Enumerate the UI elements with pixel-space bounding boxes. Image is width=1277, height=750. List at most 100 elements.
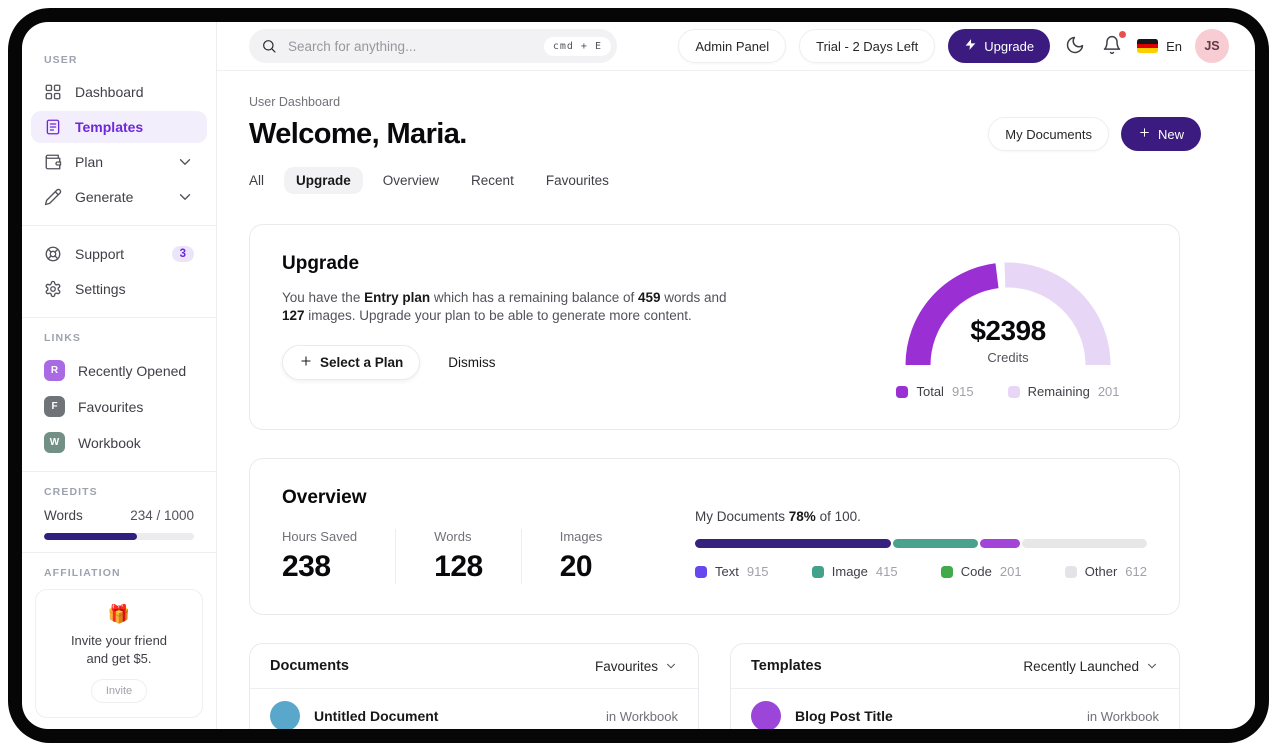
link-letter-badge: F bbox=[44, 396, 65, 417]
affiliation-text: Invite your friend and get $5. bbox=[70, 633, 168, 666]
sidebar-item-label: Support bbox=[75, 246, 125, 262]
select-plan-button[interactable]: Select a Plan bbox=[282, 344, 421, 380]
legend-item-text: Text 915 bbox=[695, 564, 769, 579]
sidebar-link-favourites[interactable]: F Favourites bbox=[31, 390, 207, 423]
sidebar-link-workbook[interactable]: W Workbook bbox=[31, 426, 207, 459]
tab-all[interactable]: All bbox=[249, 173, 265, 188]
search-bar[interactable]: cmd + E bbox=[249, 29, 617, 63]
sidebar-item-plan[interactable]: Plan bbox=[31, 146, 207, 178]
dismiss-button[interactable]: Dismiss bbox=[436, 355, 507, 370]
stat-value: 20 bbox=[559, 550, 593, 583]
legend-swatch bbox=[811, 565, 824, 578]
grid-icon bbox=[44, 83, 62, 101]
stat-hours-saved: Hours Saved 238 bbox=[282, 529, 395, 584]
legend-value: 915 bbox=[951, 384, 974, 399]
document-location: in Workbook bbox=[605, 708, 678, 724]
divider bbox=[22, 552, 216, 553]
tab-recent[interactable]: Recent bbox=[471, 173, 514, 188]
legend-swatch bbox=[695, 565, 707, 578]
gauge-legend: Total 915 Remaining 201 bbox=[896, 384, 1120, 399]
page-title: Welcome, Maria. bbox=[249, 117, 467, 150]
legend-value: 201 bbox=[999, 564, 1022, 579]
upgrade-button[interactable]: Upgrade bbox=[948, 29, 1051, 63]
notifications-button[interactable] bbox=[1100, 30, 1127, 60]
main-content: User Dashboard Welcome, Maria. My Docume… bbox=[217, 71, 1255, 729]
main-area: cmd + E Admin Panel Trial - 2 Days Left … bbox=[217, 22, 1255, 729]
templates-card-title: Templates bbox=[751, 658, 822, 674]
sidebar-link-recently-opened[interactable]: R Recently Opened bbox=[31, 354, 207, 387]
credits-label: Words bbox=[44, 508, 83, 523]
gauge-chart: $2398 Credits bbox=[896, 255, 1120, 369]
cards-container: Upgrade You have the Entry plan which ha… bbox=[249, 224, 1180, 729]
admin-panel-button[interactable]: Admin Panel bbox=[678, 29, 787, 63]
filter-label: Recently Launched bbox=[1023, 658, 1139, 674]
template-location: in Workbook bbox=[1086, 708, 1159, 724]
topbar: cmd + E Admin Panel Trial - 2 Days Left … bbox=[217, 22, 1255, 71]
stat-label: Words bbox=[434, 529, 472, 544]
filter-tabs: All Upgrade Overview Recent Favourites bbox=[237, 167, 1201, 194]
legend-label: Total bbox=[916, 384, 944, 399]
gauge-label: Credits bbox=[987, 350, 1029, 365]
chevron-down-icon[interactable] bbox=[176, 188, 194, 206]
sidebar-item-dashboard[interactable]: Dashboard bbox=[31, 76, 207, 108]
tab-favourites[interactable]: Favourites bbox=[545, 173, 609, 188]
tab-upgrade[interactable]: Upgrade bbox=[284, 167, 363, 194]
wallet-icon bbox=[44, 153, 62, 171]
sidebar-item-generate[interactable]: Generate bbox=[31, 181, 207, 213]
stat-label: Hours Saved bbox=[282, 529, 358, 544]
tab-overview[interactable]: Overview bbox=[382, 173, 440, 188]
search-input[interactable] bbox=[286, 37, 544, 55]
language-selector[interactable]: En bbox=[1137, 39, 1182, 54]
bottom-cards-row: Documents Favourites Untitled Document i… bbox=[249, 643, 1180, 729]
upgrade-description: You have the Entry plan which has a rema… bbox=[282, 290, 727, 323]
documents-progress-block: My Documents 78% of 100. Text 915 bbox=[695, 487, 1147, 584]
breadcrumb: User Dashboard bbox=[249, 95, 341, 109]
legend-label: Other bbox=[1084, 564, 1118, 579]
life-buoy-icon bbox=[44, 245, 62, 263]
invite-button[interactable]: Invite bbox=[90, 679, 148, 704]
chevron-down-icon bbox=[1145, 659, 1159, 673]
new-button[interactable]: New bbox=[1120, 117, 1201, 151]
bar-segment-code bbox=[979, 539, 1021, 548]
sidebar-item-templates[interactable]: Templates bbox=[31, 111, 207, 143]
stat-label: Images bbox=[559, 529, 603, 544]
avatar[interactable]: JS bbox=[1195, 29, 1229, 63]
credits-progress-bar bbox=[44, 533, 194, 540]
divider bbox=[250, 688, 698, 689]
sidebar-section-user-label: USER bbox=[44, 54, 78, 66]
credits-gauge: $2398 Credits Total 915 bbox=[883, 255, 1133, 399]
plus-icon bbox=[299, 354, 313, 371]
sidebar-section-credits-label: CREDITS bbox=[44, 486, 98, 498]
dark-mode-toggle[interactable] bbox=[1063, 33, 1087, 60]
my-documents-button[interactable]: My Documents bbox=[988, 117, 1109, 151]
upgrade-card: Upgrade You have the Entry plan which ha… bbox=[249, 224, 1180, 430]
legend-swatch bbox=[1064, 565, 1077, 578]
sidebar-item-settings[interactable]: Settings bbox=[31, 273, 207, 305]
plus-icon bbox=[1138, 126, 1151, 142]
template-list-item[interactable]: Blog Post Title in Workbook bbox=[731, 689, 1179, 729]
credits-value: 234 / 1000 bbox=[130, 508, 194, 523]
documents-filter-dropdown[interactable]: Favourites bbox=[595, 659, 678, 674]
bar-legend: Text 915 Image 415 Code 20 bbox=[695, 564, 1147, 579]
legend-item-total: Total 915 bbox=[896, 384, 974, 399]
bell-icon bbox=[1102, 35, 1122, 58]
sidebar-item-label: Settings bbox=[75, 281, 126, 297]
bar-segment-other bbox=[1022, 539, 1147, 548]
gear-icon bbox=[44, 280, 62, 298]
overview-card-title: Overview bbox=[282, 487, 367, 508]
sidebar-section-links-label: LINKS bbox=[44, 332, 81, 344]
legend-label: Code bbox=[960, 564, 992, 579]
affiliation-card: 🎁 Invite your friend and get $5. Invite bbox=[35, 589, 203, 719]
trial-status-button[interactable]: Trial - 2 Days Left bbox=[799, 29, 936, 63]
app-window: USER Dashboard Templates Plan Generate S… bbox=[22, 22, 1255, 729]
sidebar: USER Dashboard Templates Plan Generate S… bbox=[22, 22, 217, 729]
device-frame: USER Dashboard Templates Plan Generate S… bbox=[8, 8, 1269, 743]
lightning-bolt-icon bbox=[964, 38, 977, 54]
templates-filter-dropdown[interactable]: Recently Launched bbox=[1023, 659, 1159, 674]
sidebar-item-support[interactable]: Support 3 bbox=[31, 238, 207, 270]
chevron-down-icon[interactable] bbox=[176, 153, 194, 171]
sidebar-item-label: Dashboard bbox=[75, 84, 144, 100]
document-list-item[interactable]: Untitled Document in Workbook bbox=[250, 689, 698, 729]
legend-swatch bbox=[1007, 385, 1020, 398]
bar-segment-text bbox=[695, 539, 892, 548]
